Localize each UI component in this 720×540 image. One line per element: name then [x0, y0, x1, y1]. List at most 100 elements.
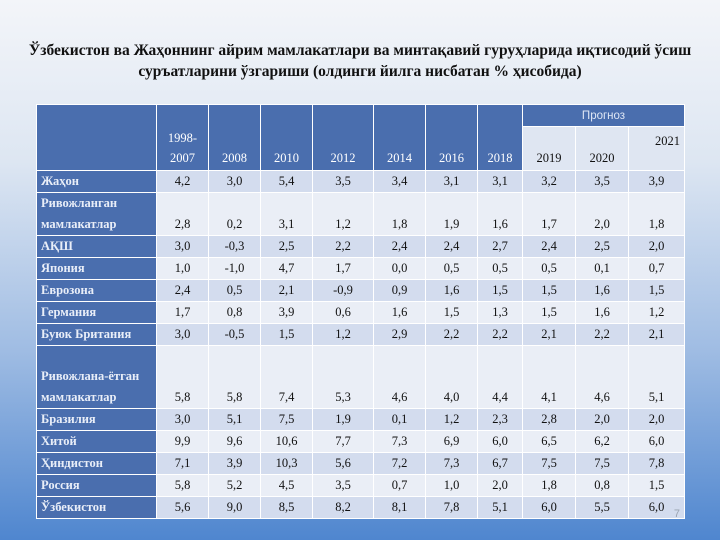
table-cell: 3,5	[312, 170, 374, 193]
table-cell: 1,5	[522, 279, 576, 302]
table-cell: -0,3	[208, 235, 261, 258]
table-cell: 1,0	[425, 474, 478, 497]
table-cell: 3,0	[156, 323, 209, 346]
table-cell: 6,7	[477, 452, 523, 475]
table-row: Ривожланган мамлакатлар 2,8 0,2 3,1 1,2 1,8 1,…	[36, 192, 685, 236]
row-label: АҚШ	[36, 235, 157, 258]
table-cell: 5,2	[208, 474, 261, 497]
table-cell: 3,1	[260, 192, 313, 236]
table-row: Ўзбекистон 5,6 9,0 8,5 8,2 8,1 7,8 5,1 6,0 5,5 6,0	[36, 496, 685, 519]
table-cell: 3,9	[628, 170, 685, 193]
table-cell: 4,5	[260, 474, 313, 497]
table-cell: 1,5	[260, 323, 313, 346]
table-cell: 1,0	[156, 257, 209, 280]
table-cell: 2,5	[575, 235, 629, 258]
table-row: Ҳиндистон 7,1 3,9 10,3 5,6 7,2 7,3 6,7 7,5 7,5 7,8	[36, 452, 685, 475]
table-row: Россия 5,8 5,2 4,5 3,5 0,7 1,0 2,0 1,8 0,8 1,5	[36, 474, 685, 497]
table-cell: 4,7	[260, 257, 313, 280]
table-cell: 2,4	[156, 279, 209, 302]
header-forecast-year: 2019	[522, 126, 576, 171]
table-cell: 2,9	[373, 323, 426, 346]
row-label: Буюк Британия	[36, 323, 157, 346]
forecast-header: Прогноз	[522, 104, 685, 127]
table-row: Япония 1,0 -1,0 4,7 1,7 0,0 0,5 0,5 0,5 0,1 0,7	[36, 257, 685, 280]
table-cell: 4,0	[425, 345, 478, 409]
table-cell: 8,1	[373, 496, 426, 519]
table-cell: 2,2	[575, 323, 629, 346]
header-year: 2008	[208, 104, 261, 171]
table-cell: 2,0	[575, 408, 629, 431]
table-cell: 7,2	[373, 452, 426, 475]
table-cell: 0,7	[628, 257, 685, 280]
table-cell: 2,4	[425, 235, 478, 258]
row-label: Япония	[36, 257, 157, 280]
table-cell: 3,2	[522, 170, 576, 193]
table-cell: 9,6	[208, 430, 261, 453]
row-label: Бразилия	[36, 408, 157, 431]
table-cell: 1,5	[522, 301, 576, 324]
table-cell: 2,1	[522, 323, 576, 346]
table-cell: 1,9	[312, 408, 374, 431]
table-cell: 2,0	[628, 408, 685, 431]
table-cell: 7,5	[522, 452, 576, 475]
header-forecast-year: 2021	[628, 126, 685, 171]
table-cell: 4,6	[575, 345, 629, 409]
table-cell: 3,4	[373, 170, 426, 193]
row-label: Россия	[36, 474, 157, 497]
table-cell: 3,1	[477, 170, 523, 193]
table-cell: 2,7	[477, 235, 523, 258]
table-cell: 5,8	[156, 345, 209, 409]
table-cell: 1,5	[628, 474, 685, 497]
row-label: Ривожлана-ётган мамлакатлар	[36, 345, 157, 409]
table-cell: 1,6	[425, 279, 478, 302]
header-year: 2010	[260, 104, 313, 171]
table-cell: 0,9	[373, 279, 426, 302]
table-cell: 2,0	[628, 235, 685, 258]
row-label: Ўзбекистон	[36, 496, 157, 519]
table-cell: 2,5	[260, 235, 313, 258]
row-label: Германия	[36, 301, 157, 324]
table-cell: 3,9	[260, 301, 313, 324]
table-cell: 1,3	[477, 301, 523, 324]
table-cell: 7,7	[312, 430, 374, 453]
table-cell: 1,8	[628, 192, 685, 236]
table-cell: 1,7	[522, 192, 576, 236]
table-cell: 5,8	[156, 474, 209, 497]
table-cell: 8,5	[260, 496, 313, 519]
table-row: Буюк Британия 3,0 -0,5 1,5 1,2 2,9 2,2 2,2 2,1 2,…	[36, 323, 685, 346]
table-cell: 1,7	[312, 257, 374, 280]
table-cell: 5,6	[156, 496, 209, 519]
table-cell: 7,3	[373, 430, 426, 453]
table-cell: 0,7	[373, 474, 426, 497]
table-cell: 2,1	[628, 323, 685, 346]
table-row: Жаҳон 4,2 3,0 5,4 3,5 3,4 3,1 3,1 3,2 3,5 3,9	[36, 170, 685, 193]
table-cell: 5,4	[260, 170, 313, 193]
table-cell: 0,6	[312, 301, 374, 324]
table-cell: 2,2	[425, 323, 478, 346]
table-cell: 1,6	[373, 301, 426, 324]
table-cell: 5,3	[312, 345, 374, 409]
table-cell: 1,8	[522, 474, 576, 497]
table-cell: 5,1	[628, 345, 685, 409]
table-cell: 3,9	[208, 452, 261, 475]
table-cell: 5,5	[575, 496, 629, 519]
header-year: 2016	[425, 104, 478, 171]
row-label: Хитой	[36, 430, 157, 453]
table-cell: 0,5	[208, 279, 261, 302]
table-cell: 7,5	[575, 452, 629, 475]
table-body: Жаҳон 4,2 3,0 5,4 3,5 3,4 3,1 3,1 3,2 3,5 3,9 Ривож…	[36, 170, 685, 519]
table-cell: 1,5	[477, 279, 523, 302]
table-cell: 0,5	[522, 257, 576, 280]
row-label: Ривожланган мамлакатлар	[36, 192, 157, 236]
table-cell: 9,9	[156, 430, 209, 453]
row-label: Еврозона	[36, 279, 157, 302]
table-row: Еврозона 2,4 0,5 2,1 -0,9 0,9 1,6 1,5 1,5 1,6 1,5	[36, 279, 685, 302]
table-cell: 1,8	[373, 192, 426, 236]
table-cell: 1,6	[477, 192, 523, 236]
table-cell: 4,1	[522, 345, 576, 409]
table-cell: 0,1	[373, 408, 426, 431]
table-cell: 3,5	[312, 474, 374, 497]
table-cell: 1,9	[425, 192, 478, 236]
slide-title: Ўзбекистон ва Жаҳоннинг айрим мамлакатла…	[28, 42, 692, 80]
header-year: 2014	[373, 104, 426, 171]
